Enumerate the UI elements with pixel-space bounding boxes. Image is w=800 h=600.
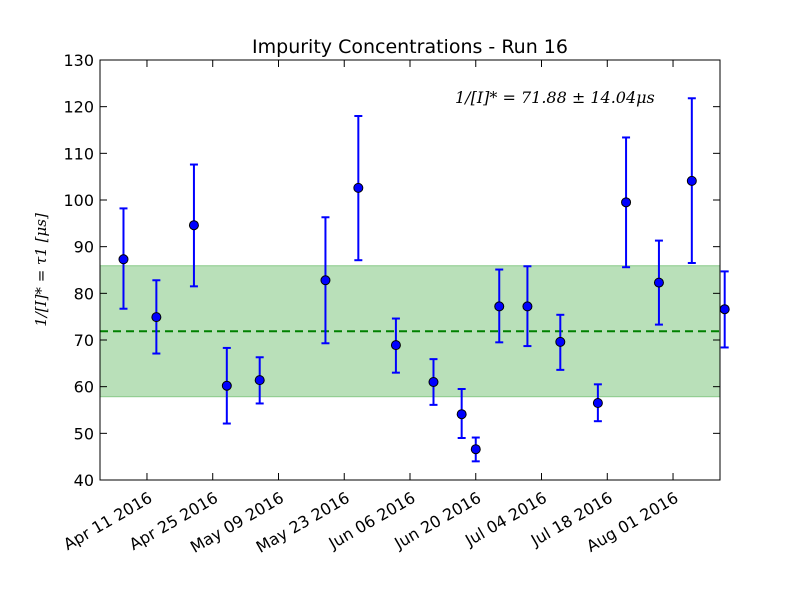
data-point-1 [118,207,129,310]
mean-annotation: 1/[I]* = 71.88 ± 14.04μs [455,88,655,107]
y-axis-label: 1/[I]* = τ1 [μs] [32,213,50,327]
std-band [99,265,721,398]
y-tick-label: 100 [63,191,94,210]
data-point-15 [592,383,603,423]
std-band-layer [99,265,721,398]
data-point-16 [621,136,632,269]
data-marker [118,254,129,265]
data-point-3 [188,163,199,288]
data-marker [456,409,467,420]
data-point-13 [522,265,533,348]
data-point-18 [686,97,697,264]
data-marker [470,444,481,455]
data-marker [390,340,401,351]
y-tick-130: 130 [63,51,720,70]
y-tick-label: 90 [74,238,94,257]
data-marker [621,197,632,208]
y-tick-label: 110 [63,144,94,163]
data-marker [151,312,162,323]
data-marker [188,220,199,231]
y-tick-70: 70 [74,331,720,350]
data-marker [686,175,697,186]
data-point-4 [221,346,232,425]
y-tick-label: 50 [74,424,94,443]
data-point-5 [254,356,265,405]
y-tick-40: 40 [74,471,720,490]
y-axis-ticks: 40 50 60 70 80 90 100 110 120 130 [63,51,720,490]
data-marker [555,336,566,347]
y-tick-90: 90 [74,238,720,257]
data-marker [353,182,364,193]
data-marker [320,275,331,286]
y-tick-label: 60 [74,378,94,397]
y-tick-label: 70 [74,331,94,350]
data-point-7 [353,115,364,262]
data-marker [592,398,603,408]
y-tick-80: 80 [74,284,720,303]
data-point-17 [653,239,664,326]
y-tick-label: 120 [63,98,94,117]
data-marker [653,277,664,288]
y-tick-120: 120 [63,98,720,117]
data-point-19 [719,270,730,349]
data-point-2 [151,279,162,355]
data-marker [719,304,730,315]
data-points-layer [118,97,730,463]
y-tick-60: 60 [74,378,720,397]
y-tick-110: 110 [63,144,720,163]
data-marker [221,380,232,391]
y-tick-50: 50 [74,424,720,443]
data-marker [494,301,505,312]
y-tick-label: 130 [63,51,94,70]
data-point-6 [320,216,331,345]
chart-title: Impurity Concentrations - Run 16 [252,36,568,58]
data-point-8 [390,317,401,374]
data-point-9 [428,358,439,406]
data-point-11 [470,436,481,463]
y-tick-label: 80 [74,284,94,303]
data-point-10 [456,388,467,439]
data-point-12 [494,268,505,344]
data-marker [254,375,265,386]
data-marker [428,377,439,387]
y-tick-100: 100 [63,191,720,210]
data-point-14 [555,313,566,371]
data-marker [522,301,533,312]
y-tick-label: 40 [74,471,94,490]
